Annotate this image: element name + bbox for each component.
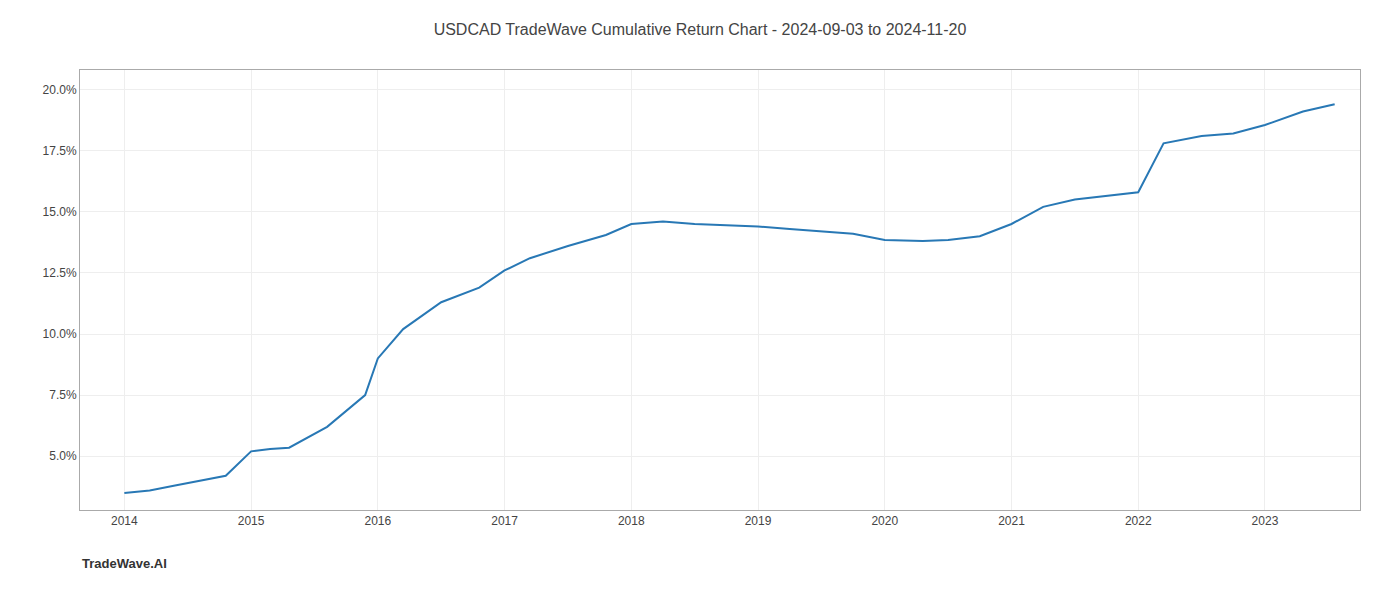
svg-text:15.0%: 15.0%: [43, 205, 77, 219]
svg-text:2014: 2014: [111, 514, 138, 528]
svg-text:20.0%: 20.0%: [43, 83, 77, 97]
svg-text:2016: 2016: [364, 514, 391, 528]
svg-text:12.5%: 12.5%: [43, 266, 77, 280]
svg-text:5.0%: 5.0%: [49, 449, 77, 463]
svg-text:2020: 2020: [871, 514, 898, 528]
svg-text:2019: 2019: [745, 514, 772, 528]
svg-text:2015: 2015: [238, 514, 265, 528]
svg-text:7.5%: 7.5%: [49, 388, 77, 402]
svg-text:2021: 2021: [998, 514, 1025, 528]
svg-text:17.5%: 17.5%: [43, 144, 77, 158]
svg-text:2023: 2023: [1252, 514, 1279, 528]
svg-text:TradeWave.AI: TradeWave.AI: [82, 556, 167, 571]
svg-text:2017: 2017: [491, 514, 518, 528]
svg-text:USDCAD TradeWave Cumulative Re: USDCAD TradeWave Cumulative Return Chart…: [434, 21, 967, 38]
svg-text:2018: 2018: [618, 514, 645, 528]
svg-text:2022: 2022: [1125, 514, 1152, 528]
svg-text:10.0%: 10.0%: [43, 327, 77, 341]
